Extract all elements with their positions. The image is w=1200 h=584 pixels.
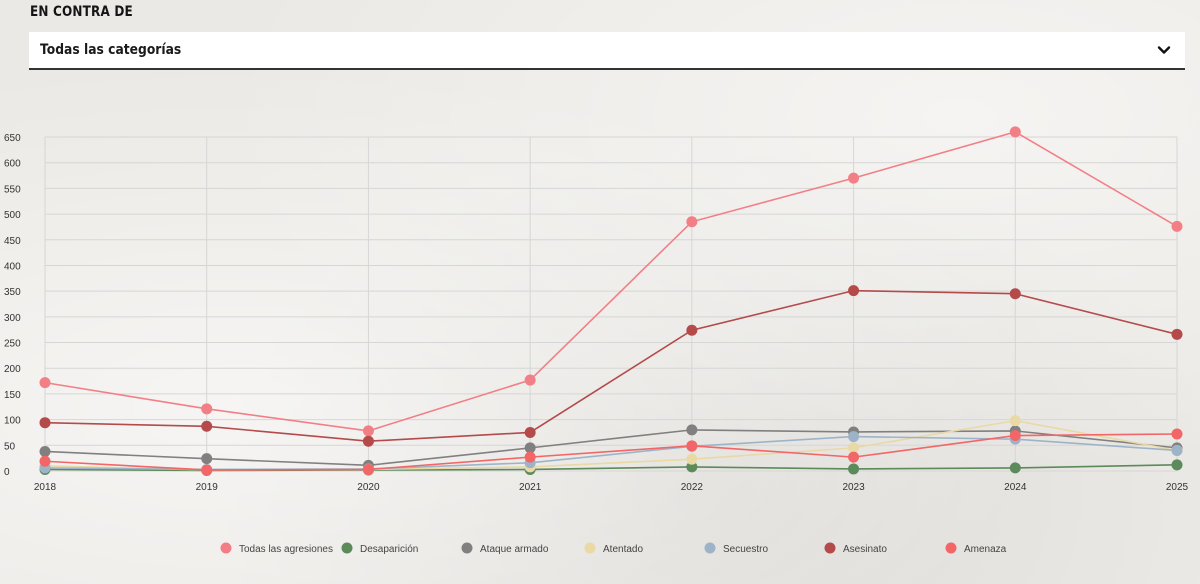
legend-item: Desaparición: [341, 542, 418, 555]
legend-item: Atentado: [584, 542, 643, 555]
data-point: [686, 440, 698, 452]
data-point: [362, 463, 374, 475]
x-tick-label: 2018: [34, 482, 57, 493]
series-line: [44, 429, 1178, 467]
data-point: [848, 463, 860, 475]
legend-marker: [461, 542, 473, 554]
data-point: [201, 464, 213, 476]
legend-label: Amenaza: [964, 544, 1007, 555]
data-point: [848, 285, 860, 297]
data-point: [39, 445, 51, 457]
legend-item: Todas las agresiones: [220, 542, 333, 555]
section-title: EN CONTRA DE: [30, 4, 133, 20]
x-tick-label: 2023: [842, 482, 865, 493]
data-point: [201, 453, 213, 465]
legend-label: Ataque armado: [480, 544, 549, 555]
data-point: [1171, 428, 1183, 440]
data-point: [524, 442, 536, 454]
data-point: [686, 324, 698, 336]
legend-label: Asesinato: [843, 544, 887, 555]
chevron-down-icon[interactable]: [1157, 43, 1171, 57]
legend-item: Secuestro: [704, 542, 768, 555]
series-line: [44, 433, 1178, 471]
data-point: [1009, 462, 1021, 474]
data-point: [524, 426, 536, 438]
legend-label: Desaparición: [360, 544, 418, 555]
data-point: [39, 417, 51, 429]
legend-marker: [945, 542, 957, 554]
legend-marker: [704, 542, 716, 554]
y-tick-label: 600: [4, 159, 21, 170]
data-point: [848, 442, 860, 454]
axis-ticks: 0 50 100 150 200 250 300 350 400 450 500 550 600 650 2…: [4, 133, 1189, 493]
data-point: [362, 425, 374, 437]
data-point: [686, 453, 698, 465]
legend: Todas las agresiones Desaparición Ataque a…: [220, 542, 1007, 555]
y-tick-label: 250: [4, 339, 21, 350]
series-ataque-armado: [39, 424, 1183, 471]
data-point: [524, 374, 536, 386]
data-point: [1009, 288, 1021, 300]
legend-marker: [341, 542, 353, 554]
y-tick-label: 550: [4, 184, 21, 195]
y-tick-label: 50: [4, 441, 16, 452]
series-line: [44, 289, 1178, 442]
y-tick-label: 200: [4, 364, 21, 375]
x-tick-label: 2025: [1166, 482, 1189, 493]
legend-marker: [584, 542, 596, 554]
legend-item: Ataque armado: [461, 542, 549, 555]
x-tick-label: 2022: [681, 482, 704, 493]
legend-marker: [220, 542, 232, 554]
y-tick-label: 150: [4, 390, 21, 401]
x-tick-label: 2019: [196, 482, 219, 493]
data-point: [201, 403, 213, 415]
data-point: [686, 424, 698, 436]
data-point: [1009, 126, 1021, 138]
y-tick-label: 450: [4, 236, 21, 247]
y-tick-label: 0: [4, 467, 10, 478]
data-point: [39, 377, 51, 389]
legend-label: Todas las agresiones: [239, 544, 333, 555]
data-point: [848, 172, 860, 184]
data-point: [1171, 220, 1183, 232]
series-amenaza: [39, 428, 1183, 476]
data-point: [1009, 415, 1021, 427]
y-tick-label: 500: [4, 210, 21, 221]
series-line: [44, 435, 1178, 471]
category-select-value: Todas las categorías: [40, 42, 182, 58]
series: [39, 126, 1183, 476]
y-tick-label: 350: [4, 287, 21, 298]
data-point: [686, 461, 698, 473]
data-point: [39, 455, 51, 467]
data-point: [1171, 328, 1183, 340]
legend-item: Amenaza: [945, 542, 1007, 555]
data-point: [848, 451, 860, 463]
legend-item: Asesinato: [824, 542, 887, 555]
legend-label: Secuestro: [723, 544, 768, 555]
category-select[interactable]: Todas las categorías: [29, 32, 1185, 70]
x-tick-label: 2020: [357, 482, 380, 493]
y-tick-label: 100: [4, 416, 21, 427]
series-todas-las-agresiones: [39, 126, 1183, 437]
series-line: [44, 130, 1178, 432]
legend-marker: [824, 542, 836, 554]
data-point: [1171, 459, 1183, 471]
data-point: [201, 420, 213, 432]
series-asesinato: [39, 285, 1183, 447]
x-tick-label: 2021: [519, 482, 542, 493]
data-point: [362, 435, 374, 447]
y-tick-label: 300: [4, 313, 21, 324]
data-point: [848, 431, 860, 443]
data-point: [686, 216, 698, 228]
y-tick-label: 400: [4, 261, 21, 272]
data-point: [1171, 444, 1183, 456]
x-tick-label: 2024: [1004, 482, 1027, 493]
grid: [44, 136, 1178, 472]
y-tick-label: 650: [4, 133, 21, 144]
data-point: [524, 451, 536, 463]
legend-label: Atentado: [603, 544, 643, 555]
data-point: [1009, 430, 1021, 442]
